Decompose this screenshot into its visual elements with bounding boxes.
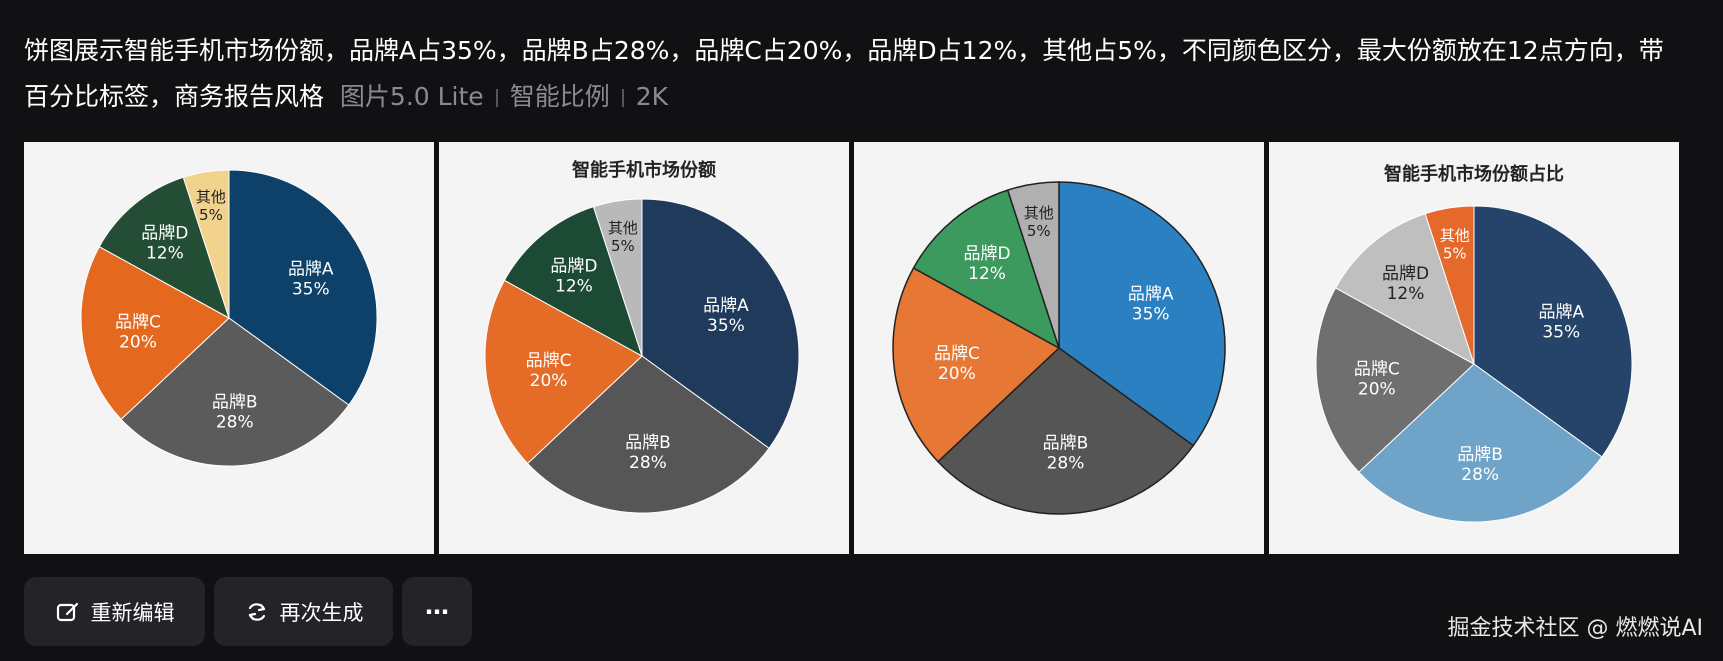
more-icon: ⋯ <box>425 597 449 626</box>
slice-label: 品牌C <box>934 344 980 364</box>
aspect-ratio: 智能比例 <box>509 82 610 111</box>
slice-label: 品牌A <box>288 259 334 279</box>
slice-percent: 28% <box>629 453 667 473</box>
slice-label: 品牌A <box>703 296 749 316</box>
prompt-text: 饼图展示智能手机市场份额，品牌A占35%，品牌B占28%，品牌C占20%，品牌D… <box>24 36 1664 111</box>
result-image-2[interactable]: 智能手机市场份额 品牌A 35% 品牌B 28% 品牌C 20% 品牌D 12% 其他 5% <box>439 142 849 554</box>
slice-percent: 12% <box>1387 284 1425 304</box>
generation-meta: 图片5.0 Lite 智能比例 2K <box>332 82 668 111</box>
result-image-1[interactable]: 品牌A 35% 品牌B 28% 品牌C 20% 品牌D 12% 其他 5% <box>24 142 434 554</box>
slice-percent: 12% <box>555 277 593 297</box>
slice-label: 品牌D <box>141 223 188 243</box>
slice-percent: 20% <box>530 371 568 391</box>
slice-percent: 12% <box>968 264 1006 284</box>
slice-percent: 35% <box>1132 304 1170 324</box>
action-bar: 重新编辑 再次生成 ⋯ <box>24 577 472 646</box>
slice-label: 品牌D <box>550 257 597 277</box>
pie-slice-5 <box>1424 205 1475 365</box>
slice-percent: 20% <box>938 364 976 384</box>
slice-percent: 28% <box>1047 454 1085 474</box>
pie-slice-3 <box>892 267 1061 463</box>
chart-title: 智能手机市场份额 <box>572 160 716 181</box>
slice-percent: 5% <box>1027 222 1051 240</box>
slice-label: 品牌C <box>1354 359 1400 379</box>
slice-label: 品牌B <box>625 433 671 453</box>
refresh-icon <box>244 599 270 625</box>
slice-percent: 5% <box>1443 244 1467 262</box>
model-name: 图片5.0 Lite <box>339 82 484 111</box>
slice-percent: 20% <box>1358 379 1396 399</box>
pie-slice-4 <box>98 176 230 320</box>
result-image-3[interactable]: 品牌A 35% 品牌B 28% 品牌C 20% 品牌D 12% 其他 5% <box>854 142 1264 554</box>
pie-slice-2 <box>936 347 1195 515</box>
result-image-4[interactable]: 智能手机市场份额占比 品牌A 35% 品牌B 28% 品牌C 20% 品牌D 12% 其他 5% <box>1269 142 1679 554</box>
pie-slice-3 <box>484 279 643 465</box>
more-options-button[interactable]: ⋯ <box>402 577 472 646</box>
pie-slice-5 <box>182 169 230 319</box>
pie-slice-4 <box>503 206 643 358</box>
pie-slice-5 <box>1006 181 1060 349</box>
slice-label: 品牌D <box>1382 264 1429 284</box>
pie-slice-1 <box>228 169 378 406</box>
watermark: 掘金技术社区 @ 燃燃说AI <box>1447 616 1703 641</box>
slice-percent: 12% <box>146 243 184 263</box>
slice-percent: 28% <box>1461 465 1499 485</box>
pie-slice-5 <box>592 198 643 357</box>
slice-label: 品牌D <box>964 244 1011 264</box>
slice-label: 品牌C <box>115 313 161 333</box>
pie-slice-2 <box>1358 363 1603 523</box>
pie-slice-2 <box>120 317 350 467</box>
pie-slice-2 <box>526 355 770 514</box>
pie-slice-3 <box>80 246 230 421</box>
slice-percent: 35% <box>707 316 745 336</box>
pie-slice-1 <box>1058 181 1226 447</box>
slice-percent: 35% <box>292 279 330 299</box>
slice-label: 其他 <box>608 219 638 237</box>
regenerate-button-label: 再次生成 <box>279 600 364 625</box>
pie-slice-4 <box>912 189 1061 350</box>
regenerate-button[interactable]: 再次生成 <box>214 577 393 646</box>
slice-percent: 28% <box>216 413 254 433</box>
slice-percent: 20% <box>119 333 157 353</box>
pie-slice-1 <box>641 198 800 449</box>
slice-percent: 5% <box>611 237 635 255</box>
edit-button[interactable]: 重新编辑 <box>24 577 205 646</box>
slice-label: 品牌B <box>1043 434 1089 454</box>
pie-slice-1 <box>1473 205 1633 458</box>
edit-icon <box>55 599 81 625</box>
meta-divider <box>495 89 498 107</box>
image-gallery: 品牌A 35% 品牌B 28% 品牌C 20% 品牌D 12% 其他 5% 智能手机市场份额 品牌… <box>24 142 1680 554</box>
pie-slice-4 <box>1334 213 1475 366</box>
resolution: 2K <box>635 82 669 111</box>
slice-label: 其他 <box>196 188 226 206</box>
slice-percent: 35% <box>1542 323 1580 343</box>
slice-label: 品牌C <box>526 351 572 371</box>
slice-label: 其他 <box>1440 226 1470 244</box>
slice-label: 品牌A <box>1128 284 1174 304</box>
pie-slice-3 <box>1315 287 1475 473</box>
slice-label: 品牌B <box>1457 445 1503 465</box>
edit-button-label: 重新编辑 <box>90 600 175 625</box>
prompt-text-block: 饼图展示智能手机市场份额，品牌A占35%，品牌B占28%，品牌C占20%，品牌D… <box>24 28 1664 120</box>
slice-percent: 5% <box>199 206 223 224</box>
meta-divider <box>621 89 624 107</box>
slice-label: 其他 <box>1024 204 1054 222</box>
slice-label: 品牌A <box>1538 303 1584 323</box>
chart-title: 智能手机市场份额占比 <box>1384 164 1564 185</box>
slice-label: 品牌B <box>212 393 258 413</box>
